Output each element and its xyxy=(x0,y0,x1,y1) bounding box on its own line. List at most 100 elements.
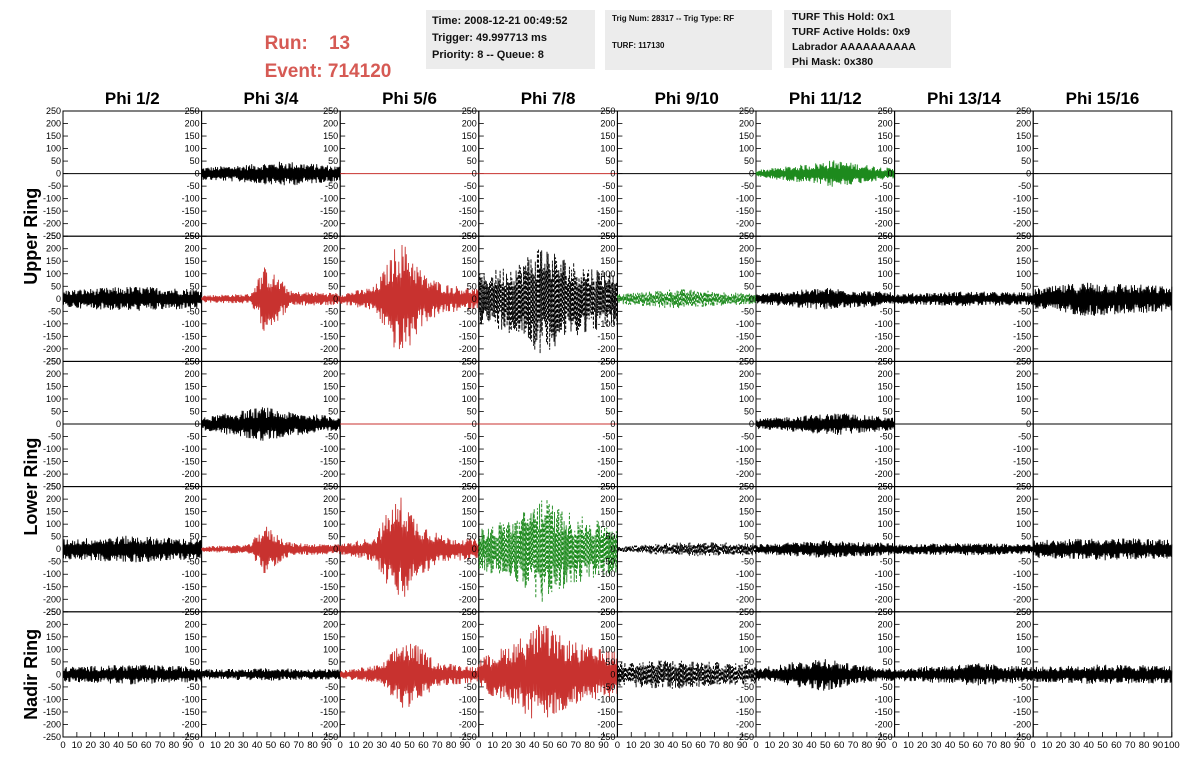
x-tick-label: 40 xyxy=(668,740,679,751)
y-tick-label: 150 xyxy=(46,507,61,517)
y-tick-label: 100 xyxy=(462,519,477,529)
y-tick-label: -100 xyxy=(43,319,61,329)
x-tick-label: 20 xyxy=(85,740,96,751)
y-tick-label: 250 xyxy=(1016,231,1031,241)
y-tick-label: -50 xyxy=(187,557,200,567)
y-tick-label: -150 xyxy=(597,457,615,467)
y-tick-label: 0 xyxy=(1026,669,1031,679)
trace-r5-c3 xyxy=(339,643,480,708)
y-tick-label: -150 xyxy=(182,707,200,717)
y-tick-label: 200 xyxy=(600,494,615,504)
y-tick-label: 100 xyxy=(878,519,893,529)
y-tick-label: -150 xyxy=(320,206,338,216)
y-tick-label: 100 xyxy=(1016,644,1031,654)
y-tick-label: 0 xyxy=(749,294,754,304)
y-tick-label: 100 xyxy=(185,644,200,654)
y-tick-label: -100 xyxy=(459,194,477,204)
y-tick-label: 0 xyxy=(56,169,61,179)
y-tick-label: 250 xyxy=(600,607,615,617)
y-tick-label: 250 xyxy=(462,607,477,617)
y-tick-label: -250 xyxy=(597,732,615,742)
y-tick-label: 200 xyxy=(46,619,61,629)
y-tick-label: -150 xyxy=(1013,331,1031,341)
y-tick-label: -150 xyxy=(736,582,754,592)
y-tick-label: 50 xyxy=(328,406,338,416)
x-tick-label: 30 xyxy=(1069,740,1080,751)
y-tick-label: -250 xyxy=(1013,732,1031,742)
y-tick-label: 200 xyxy=(600,244,615,254)
x-tick-label: 10 xyxy=(903,740,914,751)
column-title-8: Phi 15/16 xyxy=(1066,89,1140,108)
y-tick-label: -50 xyxy=(464,306,477,316)
y-tick-label: -200 xyxy=(597,219,615,229)
y-tick-label: 100 xyxy=(462,144,477,154)
y-tick-label: 100 xyxy=(46,644,61,654)
ring-label-1: Upper Ring xyxy=(21,188,41,285)
y-tick-label: -50 xyxy=(1018,432,1031,442)
ring-label-3: Nadir Ring xyxy=(21,629,41,720)
y-tick-label: -200 xyxy=(1013,344,1031,354)
y-tick-label: -150 xyxy=(320,582,338,592)
run-label: Run: 13 xyxy=(254,11,351,55)
y-tick-label: 150 xyxy=(878,632,893,642)
y-tick-label: 50 xyxy=(883,406,893,416)
y-tick-label: -50 xyxy=(187,682,200,692)
y-tick-label: 200 xyxy=(462,494,477,504)
x-tick-label: 20 xyxy=(917,740,928,751)
trace-r5-c5 xyxy=(616,660,757,689)
y-tick-label: 100 xyxy=(323,144,338,154)
x-tick-label: 80 xyxy=(584,740,595,751)
x-tick-label: 60 xyxy=(279,740,290,751)
y-tick-label: 0 xyxy=(888,294,893,304)
y-tick-label: 0 xyxy=(1026,419,1031,429)
y-tick-label: -100 xyxy=(736,569,754,579)
y-tick-label: 0 xyxy=(195,669,200,679)
y-tick-label: 0 xyxy=(1026,294,1031,304)
y-tick-label: 100 xyxy=(462,644,477,654)
y-tick-label: 250 xyxy=(185,482,200,492)
y-tick-label: -150 xyxy=(875,206,893,216)
y-tick-label: 200 xyxy=(323,244,338,254)
y-tick-label: 100 xyxy=(878,394,893,404)
y-tick-label: 150 xyxy=(600,381,615,391)
y-tick-label: 250 xyxy=(323,231,338,241)
y-tick-label: 100 xyxy=(46,144,61,154)
y-tick-label: 50 xyxy=(328,281,338,291)
y-tick-label: 200 xyxy=(185,619,200,629)
y-tick-label: 100 xyxy=(462,394,477,404)
y-tick-label: 100 xyxy=(185,519,200,529)
y-tick-label: 100 xyxy=(323,519,338,529)
y-tick-label: 50 xyxy=(51,657,61,667)
y-tick-label: 50 xyxy=(51,532,61,542)
y-tick-label: 150 xyxy=(323,507,338,517)
x-tick-label: 90 xyxy=(182,740,193,751)
y-tick-label: -200 xyxy=(875,469,893,479)
x-tick-label: 40 xyxy=(113,740,124,751)
y-tick-label: 200 xyxy=(323,494,338,504)
column-title-6: Phi 11/12 xyxy=(789,89,862,108)
y-tick-label: -50 xyxy=(325,682,338,692)
trace-r5-c7 xyxy=(894,663,1034,686)
y-tick-label: -200 xyxy=(875,719,893,729)
x-tick-label: 0 xyxy=(753,740,758,751)
y-tick-label: 200 xyxy=(323,369,338,379)
y-tick-label: 200 xyxy=(739,244,754,254)
y-tick-label: 200 xyxy=(878,244,893,254)
x-tick-label: 0 xyxy=(199,740,204,751)
y-tick-label: 100 xyxy=(878,644,893,654)
y-tick-label: 250 xyxy=(739,231,754,241)
trace-r4-c8 xyxy=(1032,538,1173,561)
x-tick-label: 90 xyxy=(460,740,471,751)
y-tick-label: 250 xyxy=(878,106,893,116)
y-tick-label: -250 xyxy=(875,732,893,742)
y-tick-label: -50 xyxy=(880,306,893,316)
y-tick-label: -200 xyxy=(182,469,200,479)
x-tick-label: 60 xyxy=(834,740,845,751)
x-tick-label: 50 xyxy=(127,740,138,751)
y-tick-label: -100 xyxy=(43,194,61,204)
y-tick-label: 100 xyxy=(739,519,754,529)
x-tick-label: 90 xyxy=(1153,740,1164,751)
y-tick-label: -50 xyxy=(48,557,61,567)
y-tick-label: 200 xyxy=(46,369,61,379)
y-tick-label: -150 xyxy=(1013,457,1031,467)
